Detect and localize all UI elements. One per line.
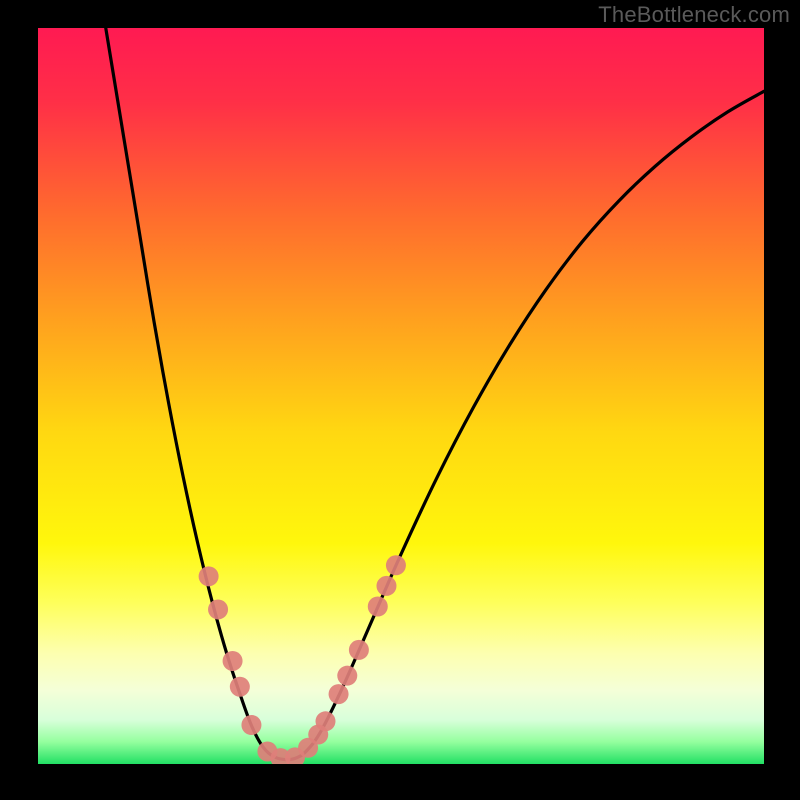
- plot-area: [38, 28, 764, 764]
- data-marker: [241, 715, 261, 735]
- data-marker: [349, 640, 369, 660]
- data-marker: [315, 711, 335, 731]
- data-marker: [337, 666, 357, 686]
- data-marker: [230, 677, 250, 697]
- plot-svg: [38, 28, 764, 764]
- data-marker: [329, 684, 349, 704]
- data-marker: [376, 576, 396, 596]
- data-marker: [208, 599, 228, 619]
- gradient-background: [38, 28, 764, 764]
- data-marker: [386, 555, 406, 575]
- data-marker: [368, 596, 388, 616]
- watermark: TheBottleneck.com: [598, 2, 790, 28]
- data-marker: [199, 566, 219, 586]
- data-marker: [223, 651, 243, 671]
